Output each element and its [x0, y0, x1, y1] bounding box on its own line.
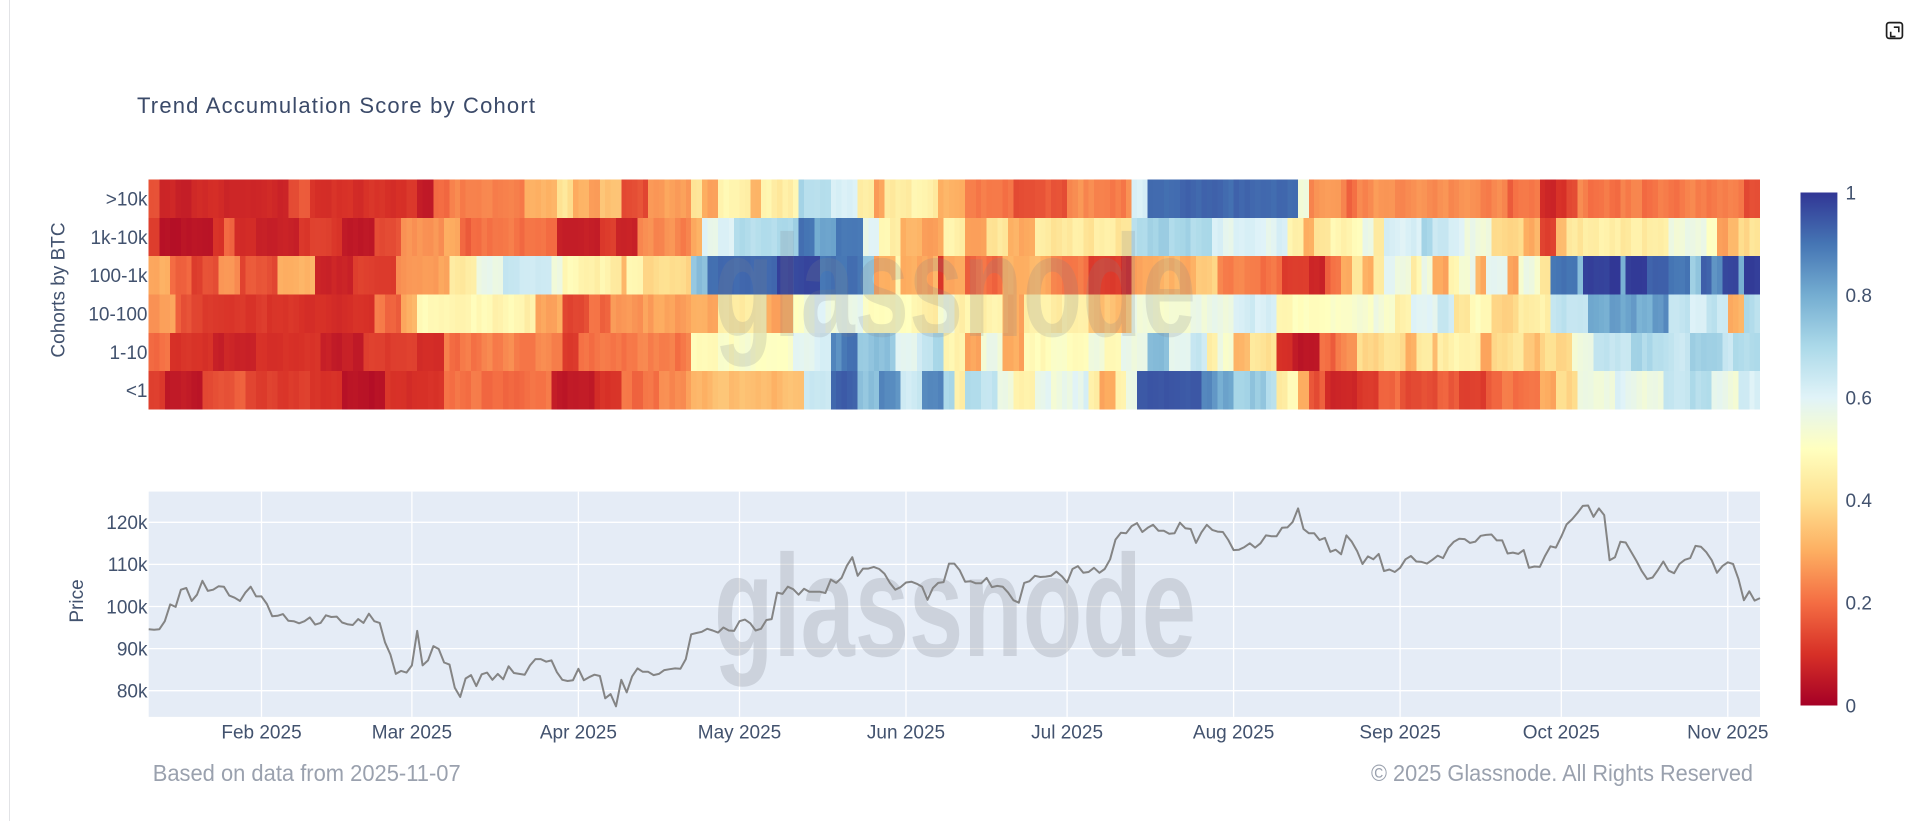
svg-text:0: 0	[1846, 696, 1857, 717]
svg-text:120k: 120k	[106, 513, 148, 534]
svg-text:110k: 110k	[108, 555, 148, 576]
svg-text:Jul 2025: Jul 2025	[1031, 723, 1103, 744]
svg-text:0.8: 0.8	[1846, 286, 1872, 307]
svg-text:<1: <1	[126, 381, 148, 402]
svg-text:1: 1	[1846, 183, 1857, 204]
svg-text:0.6: 0.6	[1846, 389, 1872, 410]
svg-text:glassnode: glassnode	[714, 525, 1196, 687]
svg-text:0.4: 0.4	[1846, 491, 1873, 512]
svg-text:Based on data from 2025-11-07: Based on data from 2025-11-07	[153, 760, 461, 786]
svg-text:Price: Price	[67, 579, 88, 622]
svg-text:90k: 90k	[117, 639, 148, 660]
svg-text:1-10: 1-10	[109, 343, 147, 364]
svg-text:Aug 2025: Aug 2025	[1193, 723, 1274, 744]
svg-text:1k-10k: 1k-10k	[90, 228, 148, 249]
svg-text:0.2: 0.2	[1846, 594, 1872, 615]
svg-text:100k: 100k	[106, 597, 148, 618]
svg-text:Apr 2025: Apr 2025	[540, 723, 617, 744]
svg-text:© 2025 Glassnode. All Rights R: © 2025 Glassnode. All Rights Reserved	[1371, 760, 1753, 786]
svg-text:Mar 2025: Mar 2025	[372, 723, 452, 744]
svg-text:Cohorts by BTC: Cohorts by BTC	[49, 222, 70, 357]
svg-text:Feb 2025: Feb 2025	[221, 723, 301, 744]
svg-text:Nov 2025: Nov 2025	[1687, 723, 1768, 744]
svg-text:80k: 80k	[117, 682, 148, 703]
svg-text:Jun 2025: Jun 2025	[867, 723, 945, 744]
svg-text:glassnode: glassnode	[714, 205, 1196, 367]
svg-text:Sep 2025: Sep 2025	[1359, 723, 1440, 744]
svg-text:May 2025: May 2025	[698, 723, 781, 744]
svg-text:Oct 2025: Oct 2025	[1523, 723, 1600, 744]
svg-text:10-100: 10-100	[88, 305, 147, 326]
svg-text:100-1k: 100-1k	[89, 266, 148, 287]
svg-text:>10k: >10k	[106, 190, 148, 211]
svg-text:Trend Accumulation Score by Co: Trend Accumulation Score by Cohort	[137, 93, 535, 118]
